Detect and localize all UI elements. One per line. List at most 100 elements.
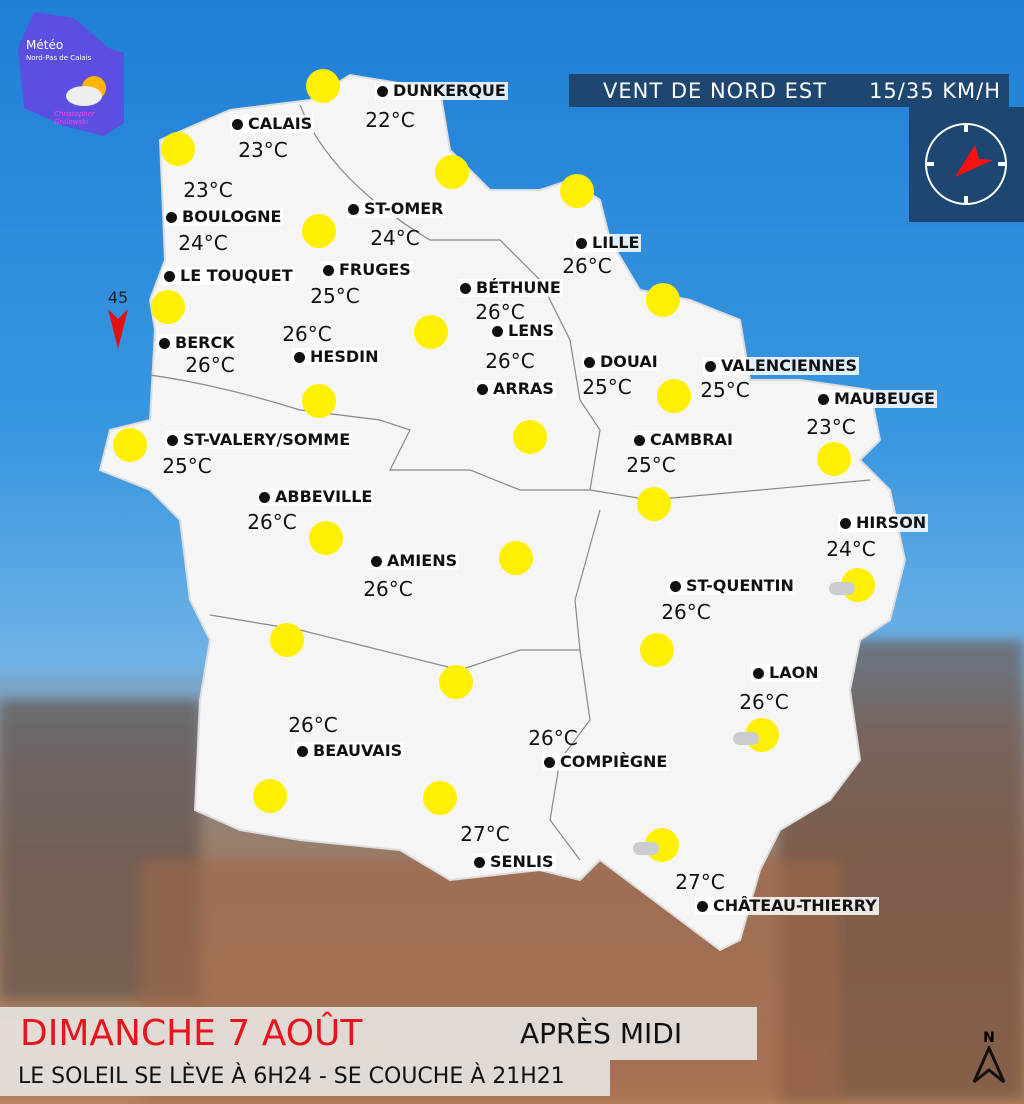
city-dot	[348, 203, 359, 215]
city-dot	[634, 434, 645, 446]
city-temperature: 26°C	[185, 353, 235, 377]
city-dot	[377, 85, 388, 97]
city-label: HIRSON	[838, 514, 929, 532]
city-dot	[460, 282, 471, 294]
city-temperature: 25°C	[626, 453, 676, 477]
city-dot	[818, 393, 829, 405]
city-name: ABBEVILLE	[275, 487, 373, 506]
city-name: LE TOUQUET	[180, 266, 293, 285]
sun-icon	[423, 781, 457, 815]
city-temperature: 26°C	[363, 577, 413, 601]
city-name: MAUBEUGE	[834, 389, 935, 408]
city-name: LAON	[769, 663, 819, 682]
city-dot	[164, 270, 175, 282]
city-temperature: 27°C	[675, 870, 725, 894]
city-temperature: 26°C	[739, 690, 789, 714]
city-label: ST-OMER	[346, 200, 446, 218]
wind-speed: 15/35 KM/H	[869, 78, 1002, 103]
sun-icon	[302, 384, 336, 418]
sun-icon	[309, 521, 343, 555]
north-label: N	[983, 1030, 995, 1046]
city-temperature: 26°C	[562, 254, 612, 278]
sun-icon	[439, 665, 473, 699]
city-dot	[477, 383, 488, 395]
city-name: VALENCIENNES	[721, 356, 858, 375]
city-temperature: 25°C	[582, 375, 632, 399]
sun-times: LE SOLEIL SE LÈVE À 6H24 - SE COUCHE À 2…	[18, 1064, 565, 1089]
city-dot	[232, 118, 243, 130]
city-name: ST-OMER	[364, 199, 444, 218]
city-name: ST-QUENTIN	[686, 576, 794, 595]
city-temperature: 24°C	[370, 226, 420, 250]
city-temperature: 25°C	[700, 378, 750, 402]
city-name: COMPIÈGNE	[560, 752, 668, 771]
city-label: LENS	[490, 321, 557, 340]
city-label: HESDIN	[292, 347, 381, 366]
city-label: DUNKERQUE	[375, 82, 508, 100]
city-temperature: 26°C	[247, 510, 297, 534]
city-name: ARRAS	[493, 379, 554, 398]
sea-wind-marker: 45	[104, 288, 132, 355]
city-temperature: 26°C	[282, 322, 332, 346]
logo-author: Christopher Grolewski	[54, 110, 95, 126]
city-name: CALAIS	[248, 114, 313, 133]
sun-icon	[161, 132, 195, 166]
city-dot	[697, 900, 708, 912]
city-label: ST-VALERY/SOMME	[165, 430, 353, 449]
city-label: ABBEVILLE	[257, 487, 375, 506]
city-temperature: 26°C	[485, 349, 535, 373]
sun-icon	[151, 290, 185, 324]
city-name: DOUAI	[600, 352, 658, 371]
sun-times-panel: LE SOLEIL SE LÈVE À 6H24 - SE COUCHE À 2…	[0, 1060, 610, 1096]
city-name: LILLE	[592, 233, 640, 252]
city-label: CALAIS	[230, 114, 315, 133]
city-dot	[323, 264, 334, 276]
partly-cloudy-icon	[633, 828, 679, 862]
sea-wind-value: 45	[107, 288, 129, 307]
city-name: FRUGES	[339, 260, 411, 279]
sun-icon	[270, 623, 304, 657]
date-panel: DIMANCHE 7 AOÛT APRÈS MIDI	[0, 1007, 757, 1060]
city-label: LAON	[751, 664, 821, 682]
city-label: ST-QUENTIN	[668, 577, 796, 595]
partly-cloudy-icon	[733, 718, 779, 752]
city-name: CAMBRAI	[650, 430, 733, 449]
city-name: BÉTHUNE	[476, 278, 561, 297]
date-label: DIMANCHE 7 AOÛT	[20, 1013, 363, 1054]
city-name: ST-VALERY/SOMME	[183, 430, 351, 449]
city-name: DUNKERQUE	[393, 81, 506, 100]
city-dot	[297, 745, 308, 757]
city-temperature: 23°C	[806, 415, 856, 439]
city-temperature: 23°C	[238, 138, 288, 162]
sun-icon	[657, 379, 691, 413]
north-arrow-icon: N	[972, 1030, 1006, 1088]
city-name: HESDIN	[310, 347, 379, 366]
city-label: CHÂTEAU-THIERRY	[695, 897, 879, 915]
city-name: BOULOGNE	[182, 207, 282, 226]
city-label: ARRAS	[475, 380, 556, 398]
sun-icon	[253, 779, 287, 813]
logo-title: Météo	[26, 38, 64, 52]
wind-banner: VENT DE NORD EST 15/35 KM/H	[569, 74, 1009, 107]
sun-icon	[306, 69, 340, 103]
city-dot	[705, 360, 716, 372]
city-label: DOUAI	[582, 353, 660, 371]
city-dot	[474, 856, 485, 868]
city-dot	[492, 325, 503, 337]
city-label: COMPIÈGNE	[542, 752, 670, 771]
city-label: LILLE	[574, 233, 642, 252]
city-name: LENS	[508, 321, 555, 340]
city-label: MAUBEUGE	[816, 390, 937, 408]
city-label: BEAUVAIS	[295, 742, 405, 760]
city-dot	[259, 491, 270, 503]
sun-icon	[817, 442, 851, 476]
sun-icon	[646, 283, 680, 317]
city-temperature: 26°C	[288, 713, 338, 737]
city-dot	[840, 517, 851, 529]
city-temperature: 25°C	[310, 284, 360, 308]
partly-cloudy-icon	[829, 568, 875, 602]
city-temperature: 26°C	[475, 300, 525, 324]
sun-icon	[435, 155, 469, 189]
sun-icon	[640, 633, 674, 667]
